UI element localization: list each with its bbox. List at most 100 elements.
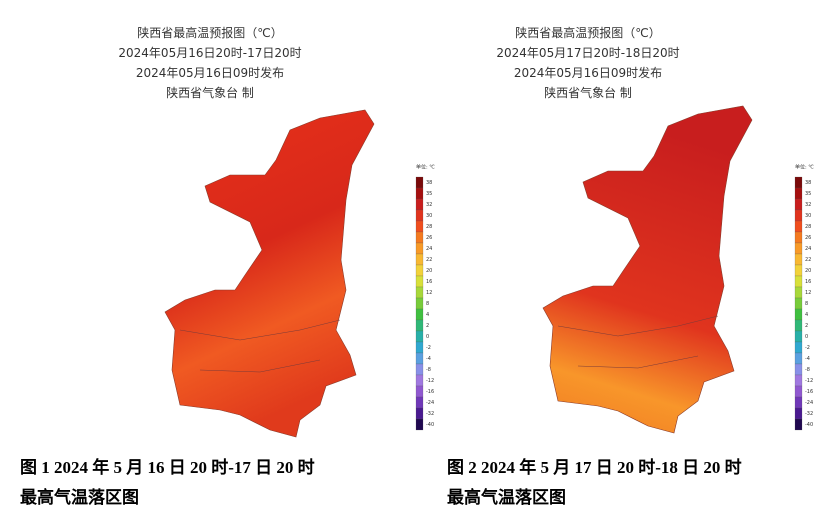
legend-swatch <box>794 220 803 233</box>
caption: 最高气温落区图 <box>447 487 566 507</box>
legend-swatch <box>415 396 424 409</box>
legend-label: 26 <box>805 235 811 241</box>
map-title: 陕西省气象台 制 <box>544 85 632 100</box>
legend-label: 28 <box>805 224 811 230</box>
legend-swatch <box>794 242 803 255</box>
legend-label: -12 <box>805 378 813 384</box>
legend-swatch <box>415 308 424 321</box>
legend-swatch <box>794 363 803 376</box>
legend-label: 12 <box>426 290 432 296</box>
legend-swatch <box>794 308 803 321</box>
legend-swatch <box>794 231 803 244</box>
legend-label: 38 <box>426 180 432 186</box>
legend-label: 0 <box>426 334 429 340</box>
legend-label: 32 <box>805 202 811 208</box>
map-title: 2024年05月17日20时-18日20时 <box>496 46 679 60</box>
legend-label: 35 <box>426 191 432 197</box>
legend-swatch <box>415 341 424 354</box>
legend-label: -12 <box>426 378 434 384</box>
legend-swatch <box>415 374 424 387</box>
map-shape <box>542 105 753 434</box>
legend-label: 20 <box>426 268 432 274</box>
map-title: 陕西省气象台 制 <box>166 85 254 100</box>
legend-swatch <box>415 198 424 211</box>
legend-swatch <box>794 187 803 200</box>
legend-label: 22 <box>805 257 811 263</box>
caption: 图 1 2024 年 5 月 16 日 20 时-17 日 20 时 <box>20 457 315 477</box>
legend-swatch <box>794 319 803 332</box>
legend-swatch <box>415 253 424 266</box>
legend-label: 12 <box>805 290 811 296</box>
legend-swatch <box>794 176 803 189</box>
legend-swatch <box>794 198 803 211</box>
legend-label: 28 <box>426 224 432 230</box>
legend-swatch <box>415 176 424 189</box>
caption: 图 2 2024 年 5 月 17 日 20 时-18 日 20 时 <box>447 457 742 477</box>
legend-swatch <box>794 286 803 299</box>
legend-swatch <box>415 286 424 299</box>
legend-label: -4 <box>805 356 810 362</box>
legend-label: 2 <box>426 323 429 329</box>
legend-label: 26 <box>426 235 432 241</box>
legend-swatch <box>415 264 424 277</box>
legend-label: 30 <box>426 213 432 219</box>
legend-label: 32 <box>426 202 432 208</box>
legend-label: 24 <box>426 246 432 252</box>
legend-label: 4 <box>805 312 808 318</box>
map-shape <box>164 109 375 438</box>
legend-swatch <box>794 396 803 409</box>
legend-label: -40 <box>805 422 813 428</box>
legend-swatch <box>415 319 424 332</box>
legend-label: 38 <box>805 180 811 186</box>
legend-label: -40 <box>426 422 434 428</box>
legend-swatch <box>415 418 424 431</box>
legend-swatch <box>415 275 424 288</box>
map-title: 2024年05月16日09时发布 <box>514 65 662 80</box>
legend-swatch <box>794 275 803 288</box>
legend-swatch <box>415 231 424 244</box>
legend-label: 8 <box>805 301 808 307</box>
legend-label: 0 <box>805 334 808 340</box>
legend-swatch <box>794 330 803 343</box>
legend-swatch <box>415 187 424 200</box>
legend-label: -8 <box>805 367 810 373</box>
legend-swatch <box>415 385 424 398</box>
legend-label: 4 <box>426 312 429 318</box>
legend-swatch <box>794 253 803 266</box>
legend-label: 20 <box>805 268 811 274</box>
legend-swatch <box>794 407 803 420</box>
map-title: 2024年05月16日09时发布 <box>136 65 284 80</box>
legend-label: 16 <box>805 279 811 285</box>
legend-label: 8 <box>426 301 429 307</box>
map-title: 2024年05月16日20时-17日20时 <box>118 46 301 60</box>
legend-swatch <box>415 242 424 255</box>
legend-label: 22 <box>426 257 432 263</box>
legend-label: -4 <box>426 356 431 362</box>
legend-swatch <box>794 297 803 310</box>
legend-label: 35 <box>805 191 811 197</box>
legend-swatch <box>415 220 424 233</box>
legend-swatch <box>794 418 803 431</box>
map-title: 陕西省最高温预报图（℃） <box>137 25 282 40</box>
legend-label: -24 <box>426 400 434 406</box>
legend-swatch <box>794 374 803 387</box>
legend-swatch <box>415 407 424 420</box>
legend-label: -16 <box>426 389 434 395</box>
legend-label: 24 <box>805 246 811 252</box>
legend-swatch <box>794 209 803 222</box>
legend-swatch <box>794 341 803 354</box>
legend-swatch <box>415 363 424 376</box>
legend-label: 2 <box>805 323 808 329</box>
legend-label: -2 <box>805 345 810 351</box>
legend-label: -16 <box>805 389 813 395</box>
legend-swatch <box>415 209 424 222</box>
legend-label: -2 <box>426 345 431 351</box>
caption: 最高气温落区图 <box>20 487 139 507</box>
legend-swatch <box>415 352 424 365</box>
legend-swatch <box>415 297 424 310</box>
legend-label: -24 <box>805 400 813 406</box>
legend-label: -32 <box>805 411 813 417</box>
legend-swatch <box>794 352 803 365</box>
legend-label: 30 <box>805 213 811 219</box>
